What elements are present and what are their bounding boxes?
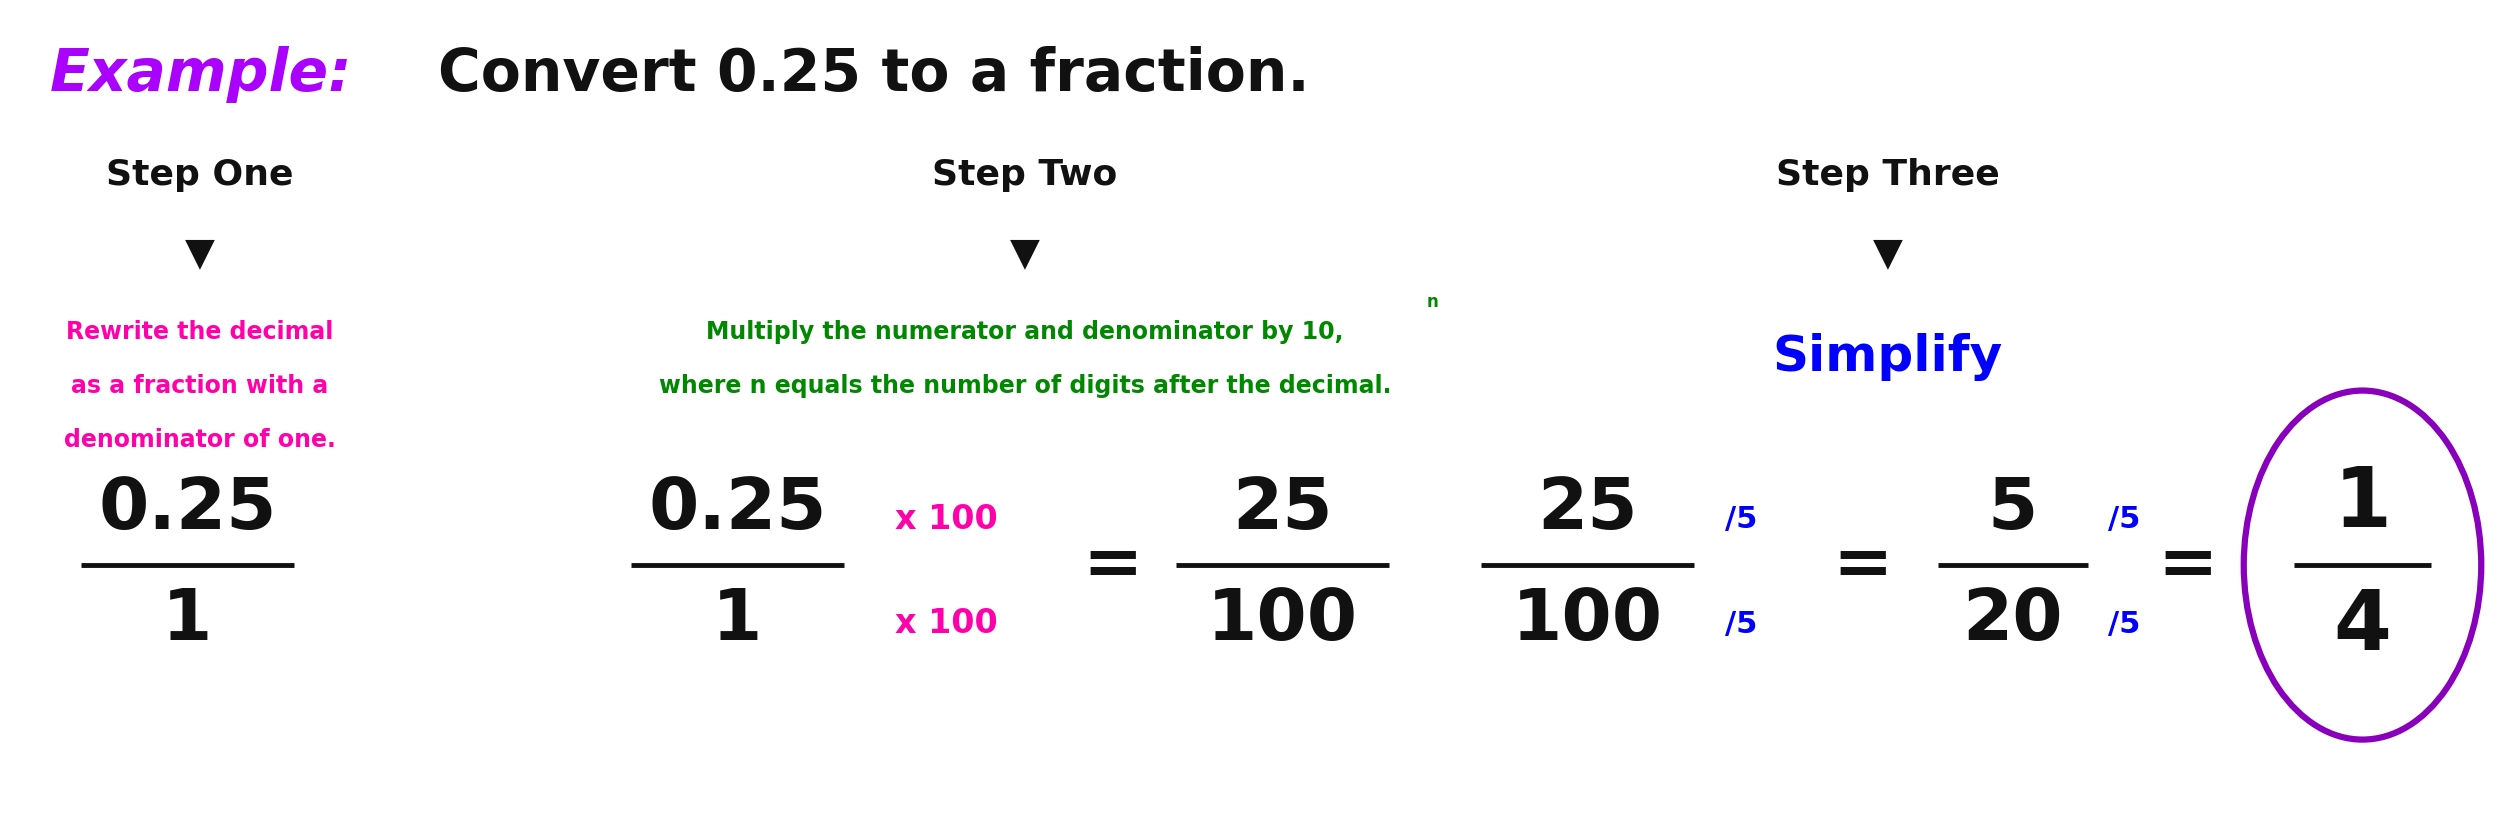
Text: Example:: Example: xyxy=(50,47,352,103)
Text: 25: 25 xyxy=(1538,475,1638,544)
Text: /5: /5 xyxy=(2108,611,2140,639)
Text: /5: /5 xyxy=(2108,505,2140,534)
Text: =: = xyxy=(1832,530,1892,600)
Text: 0.25: 0.25 xyxy=(98,475,278,544)
Text: x 100: x 100 xyxy=(895,607,998,640)
Text: Convert 0.25 to a fraction.: Convert 0.25 to a fraction. xyxy=(438,47,1310,103)
Text: 5: 5 xyxy=(1988,475,2037,544)
Text: 1: 1 xyxy=(162,586,212,655)
Text: ▼: ▼ xyxy=(185,234,215,273)
Text: Simplify: Simplify xyxy=(1772,333,2003,381)
Text: denominator of one.: denominator of one. xyxy=(65,429,335,452)
Text: =: = xyxy=(1082,530,1142,600)
Text: Step One: Step One xyxy=(105,158,295,191)
Text: /5: /5 xyxy=(1725,611,1757,639)
Text: 1: 1 xyxy=(712,586,762,655)
Text: Step Two: Step Two xyxy=(932,158,1118,191)
Text: 0.25: 0.25 xyxy=(648,475,828,544)
Text: 25: 25 xyxy=(1232,475,1332,544)
Text: where n equals the number of digits after the decimal.: where n equals the number of digits afte… xyxy=(660,375,1390,398)
Text: 20: 20 xyxy=(1962,586,2062,655)
Text: Multiply the numerator and denominator by 10,: Multiply the numerator and denominator b… xyxy=(707,321,1345,344)
Text: as a fraction with a: as a fraction with a xyxy=(72,375,328,398)
Text: 100: 100 xyxy=(1208,586,1358,655)
Text: Step Three: Step Three xyxy=(1775,158,2000,191)
Text: 100: 100 xyxy=(1512,586,1663,655)
Text: Rewrite the decimal: Rewrite the decimal xyxy=(68,321,332,344)
Text: x 100: x 100 xyxy=(895,503,998,536)
Text: n: n xyxy=(1427,293,1437,312)
Text: ▼: ▼ xyxy=(1010,234,1040,273)
Text: 4: 4 xyxy=(2332,586,2392,666)
Text: ▼: ▼ xyxy=(1872,234,1902,273)
Text: 1: 1 xyxy=(2332,464,2392,544)
Text: /5: /5 xyxy=(1725,505,1757,534)
Text: =: = xyxy=(2158,530,2218,600)
